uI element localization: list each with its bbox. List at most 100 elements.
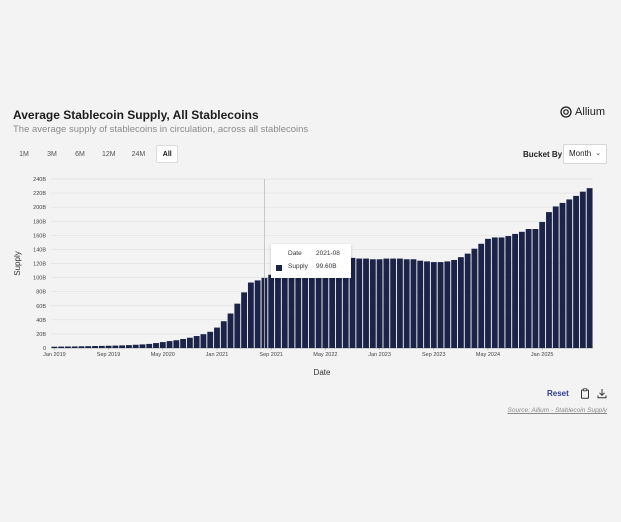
bar-2022-05[interactable] [322,269,329,348]
bar-2021-07[interactable] [254,280,261,348]
x-tick-label: May 2024 [476,352,500,358]
bar-2024-04[interactable] [478,243,485,348]
bar-2022-10[interactable] [356,258,363,348]
bar-2022-04[interactable] [315,270,322,348]
bar-2020-11[interactable] [200,334,207,348]
bar-2025-07[interactable] [579,191,586,348]
bar-2020-09[interactable] [186,337,193,348]
bar-2019-11[interactable] [119,345,126,348]
bar-2024-11[interactable] [525,229,532,348]
bar-2019-09[interactable] [105,345,112,348]
bar-2024-12[interactable] [532,229,539,348]
bar-2023-05[interactable] [403,259,410,348]
brand-logo: Allium [560,106,605,118]
bar-2020-10[interactable] [193,336,200,348]
bar-2020-08[interactable] [180,338,187,348]
bar-2025-06[interactable] [573,195,579,348]
bar-2023-06[interactable] [410,259,417,348]
bar-2022-08[interactable] [342,255,349,348]
bar-2021-10[interactable] [275,271,281,348]
bar-2022-07[interactable] [336,256,342,348]
download-icon[interactable] [597,388,607,399]
bar-2023-09[interactable] [430,262,437,348]
bar-2019-05[interactable] [78,346,85,348]
bar-2024-07[interactable] [498,237,505,348]
bar-2021-09[interactable] [268,274,275,348]
range-6m-button[interactable]: 6M [75,151,85,158]
bar-2022-09[interactable] [349,257,356,348]
bar-2020-06[interactable] [166,341,173,348]
bar-2025-05[interactable] [566,199,573,348]
tooltip-date-row: Date 2021-08 [271,250,351,262]
source-link[interactable]: Source: Allium - Stablecoin Supply [507,407,607,414]
bar-2021-05[interactable] [241,292,247,348]
bar-2022-12[interactable] [369,259,376,348]
bar-2019-06[interactable] [85,346,92,348]
bar-2023-04[interactable] [397,258,403,348]
bar-2021-02[interactable] [220,321,227,348]
y-tick-label: 80B [36,290,46,296]
reset-button[interactable]: Reset [547,389,569,398]
bar-2021-03[interactable] [227,313,234,349]
bar-2020-12[interactable] [207,331,214,348]
bar-2024-09[interactable] [512,233,518,348]
y-tick-label: 120B [33,262,46,268]
bar-2019-02[interactable] [58,346,65,348]
bar-2025-01[interactable] [539,221,546,348]
bar-2025-02[interactable] [546,212,552,348]
bucket-select[interactable]: Month ⌄ [563,144,607,164]
bar-2024-05[interactable] [485,238,491,348]
bar-2021-11[interactable] [281,270,288,348]
bar-2025-04[interactable] [559,202,566,348]
bar-2019-01[interactable] [51,346,58,348]
bar-2023-08[interactable] [424,261,430,348]
bar-2024-06[interactable] [491,237,498,348]
bar-2023-10[interactable] [437,262,444,348]
bar-2020-01[interactable] [132,344,139,348]
clipboard-icon[interactable] [580,388,590,399]
bar-2020-02[interactable] [139,344,146,348]
bar-2024-10[interactable] [518,231,525,348]
bar-2025-03[interactable] [552,206,559,348]
bar-2020-07[interactable] [173,340,180,348]
bar-2024-02[interactable] [464,253,471,348]
bar-2024-01[interactable] [457,257,464,348]
bar-2022-03[interactable] [308,270,315,348]
bar-2025-08[interactable] [586,188,593,348]
bar-2023-11[interactable] [444,261,451,348]
allium-icon [560,106,572,118]
bar-2021-01[interactable] [214,327,220,348]
bar-2022-02[interactable] [302,270,308,348]
bar-2022-01[interactable] [295,270,302,348]
bar-2023-03[interactable] [390,258,397,348]
bar-2019-10[interactable] [112,345,119,348]
bar-2023-02[interactable] [383,258,390,348]
y-tick-label: 20B [36,332,46,338]
bar-2024-08[interactable] [505,236,512,348]
bar-2019-07[interactable] [92,346,98,348]
bar-2022-11[interactable] [363,258,369,348]
bar-2019-08[interactable] [98,345,105,348]
bar-2019-12[interactable] [126,345,132,348]
bar-2023-12[interactable] [451,259,458,348]
bar-2021-12[interactable] [288,270,295,348]
bar-2019-03[interactable] [65,346,71,348]
bar-2022-06[interactable] [329,256,336,348]
bar-2019-04[interactable] [71,346,78,348]
bucket-value: Month [569,149,592,158]
chart-tooltip: Date 2021-08 Supply 99.60B [271,244,351,278]
bar-2020-05[interactable] [159,342,166,348]
range-12m-button[interactable]: 12M [102,151,116,158]
range-all-button[interactable]: All [156,145,179,163]
range-24m-button[interactable]: 24M [131,151,146,158]
bar-2020-04[interactable] [153,343,159,348]
bar-2020-03[interactable] [146,343,153,348]
bar-2023-07[interactable] [417,260,424,348]
range-selector: 1M 3M 6M 12M 24M All [13,145,179,163]
range-1m-button[interactable]: 1M [19,151,29,158]
bar-2021-04[interactable] [234,303,241,348]
range-3m-button[interactable]: 3M [47,151,57,158]
bar-2021-06[interactable] [247,282,254,348]
bar-2023-01[interactable] [376,259,383,348]
bar-2024-03[interactable] [471,248,478,348]
